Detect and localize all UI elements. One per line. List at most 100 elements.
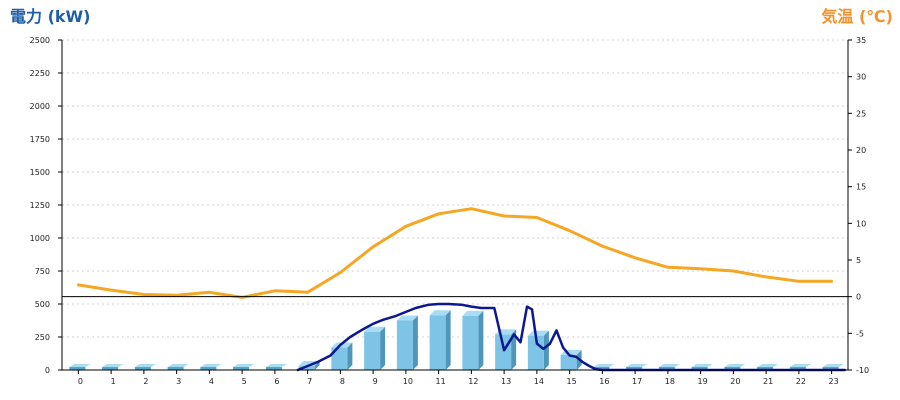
x-tick-label: 23 bbox=[829, 377, 839, 386]
bar-base bbox=[626, 367, 643, 370]
bar-front bbox=[560, 354, 577, 370]
bar-top bbox=[822, 364, 844, 367]
bar-base bbox=[691, 367, 708, 370]
bar bbox=[691, 364, 713, 370]
bar-base bbox=[724, 367, 741, 370]
bar-top bbox=[691, 364, 713, 367]
right-axis-title: 気温 (℃) bbox=[821, 7, 893, 26]
x-tick-label: 17 bbox=[632, 377, 642, 386]
right-tick-label: -10 bbox=[856, 366, 869, 375]
x-tick-label: 12 bbox=[468, 377, 478, 386]
bar bbox=[789, 364, 811, 370]
x-tick-label: 16 bbox=[599, 377, 609, 386]
right-tick-label: -5 bbox=[856, 329, 864, 338]
bar-side bbox=[543, 330, 549, 370]
bar bbox=[429, 310, 451, 370]
left-tick-label: 1750 bbox=[30, 135, 50, 144]
bar-side bbox=[445, 310, 451, 370]
left-tick-label: 750 bbox=[35, 267, 50, 276]
bar-base bbox=[789, 367, 806, 370]
bar-front bbox=[462, 315, 479, 370]
bar-top bbox=[265, 364, 287, 367]
bar-top bbox=[462, 310, 484, 316]
bar-base bbox=[200, 367, 217, 370]
left-tick-label: 1250 bbox=[30, 201, 50, 210]
bar bbox=[134, 364, 156, 370]
bar bbox=[233, 364, 255, 370]
temperature-line bbox=[76, 207, 834, 299]
bar-base bbox=[822, 367, 839, 370]
bar bbox=[658, 364, 680, 370]
bar-side bbox=[511, 329, 517, 370]
power-line bbox=[296, 302, 846, 372]
bar-front bbox=[495, 334, 512, 370]
bar-top bbox=[167, 364, 189, 367]
bar-base bbox=[69, 367, 86, 370]
x-tick-label: 22 bbox=[796, 377, 806, 386]
bar-top bbox=[429, 310, 451, 316]
x-tick-label: 11 bbox=[436, 377, 446, 386]
bar bbox=[462, 310, 484, 370]
bar-side bbox=[347, 342, 353, 370]
x-tick-label: 2 bbox=[143, 377, 148, 386]
bar bbox=[331, 342, 353, 370]
bar-top bbox=[200, 364, 222, 367]
bar bbox=[822, 364, 844, 370]
bar-front bbox=[298, 366, 315, 370]
bar-front bbox=[429, 315, 446, 370]
bar-front bbox=[331, 347, 348, 370]
bar-top bbox=[789, 364, 811, 367]
x-axis-ticks: 0 1 2 3 4 5 6 7 8 9 10 11 12 13 14 15 16 17 18 19 20 21 22 23 bbox=[78, 370, 839, 386]
left-tick-label: 1500 bbox=[30, 168, 50, 177]
bar-top bbox=[527, 330, 549, 336]
bar-base bbox=[134, 367, 151, 370]
x-tick-label: 14 bbox=[534, 377, 544, 386]
x-tick-label: 15 bbox=[567, 377, 577, 386]
bar bbox=[364, 326, 386, 370]
x-tick-label: 9 bbox=[373, 377, 378, 386]
bar-base bbox=[102, 367, 119, 370]
bar-side bbox=[380, 326, 386, 370]
bar bbox=[102, 364, 124, 370]
line-series bbox=[76, 207, 846, 372]
x-tick-label: 8 bbox=[340, 377, 345, 386]
bar-top bbox=[724, 364, 746, 367]
bar-top bbox=[626, 364, 648, 367]
left-tick-label: 0 bbox=[45, 366, 50, 375]
left-axis-ticks: 0 250 500 750 1000 1250 1500 1750 2000 2250 2500 bbox=[30, 36, 62, 375]
right-tick-label: 0 bbox=[856, 293, 861, 302]
bar-top bbox=[233, 364, 255, 367]
left-tick-label: 2500 bbox=[30, 36, 50, 45]
x-tick-label: 1 bbox=[111, 377, 116, 386]
x-tick-label: 21 bbox=[763, 377, 773, 386]
bar bbox=[757, 364, 779, 370]
right-tick-label: 10 bbox=[856, 219, 866, 228]
left-tick-label: 500 bbox=[35, 300, 50, 309]
bar-top bbox=[757, 364, 779, 367]
right-tick-label: 35 bbox=[856, 36, 866, 45]
x-tick-label: 0 bbox=[78, 377, 83, 386]
x-tick-label: 10 bbox=[403, 377, 413, 386]
right-tick-label: 20 bbox=[856, 146, 866, 155]
x-tick-label: 5 bbox=[242, 377, 247, 386]
bar-base bbox=[233, 367, 250, 370]
x-tick-label: 3 bbox=[176, 377, 181, 386]
x-tick-label: 4 bbox=[209, 377, 214, 386]
axes bbox=[61, 40, 849, 371]
bar bbox=[724, 364, 746, 370]
bar-base bbox=[757, 367, 774, 370]
bar bbox=[167, 364, 189, 370]
bar-front bbox=[527, 335, 544, 370]
grid bbox=[62, 39, 848, 338]
right-tick-label: 30 bbox=[856, 73, 866, 82]
bar bbox=[593, 364, 615, 370]
bar-side bbox=[314, 361, 320, 370]
bar-top bbox=[364, 326, 386, 332]
right-tick-label: 15 bbox=[856, 183, 866, 192]
x-tick-label: 20 bbox=[730, 377, 740, 386]
bar-top bbox=[134, 364, 156, 367]
bar-front bbox=[396, 320, 413, 370]
bar-top bbox=[658, 364, 680, 367]
bar bbox=[396, 315, 418, 370]
